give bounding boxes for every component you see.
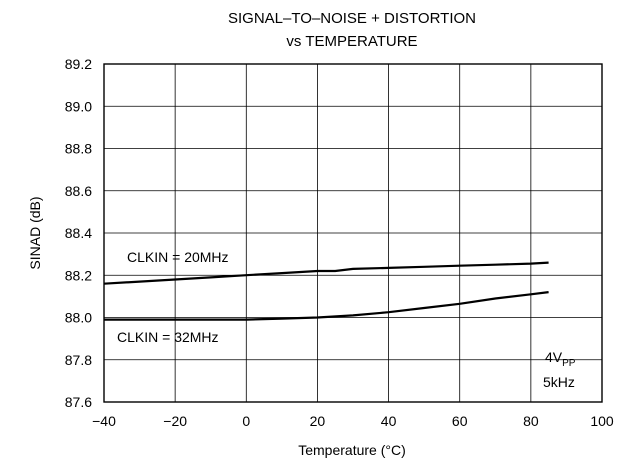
x-tick-label-4: 40 bbox=[381, 413, 397, 429]
y-tick-label-8: 89.2 bbox=[65, 56, 92, 72]
annotation-amplitude: 4VPP bbox=[545, 349, 576, 369]
y-tick-label-1: 87.8 bbox=[65, 352, 92, 368]
x-tick-label-1: −20 bbox=[163, 413, 187, 429]
series-line-1 bbox=[104, 291, 549, 321]
x-tick-label-0: −40 bbox=[92, 413, 116, 429]
y-axis-label: SINAD (dB) bbox=[27, 196, 43, 269]
series-label-clkin-32mhz: CLKIN = 32MHz bbox=[117, 329, 219, 345]
x-tick-label-6: 80 bbox=[523, 413, 539, 429]
x-tick-label-7: 100 bbox=[590, 413, 614, 429]
x-tick-label-5: 60 bbox=[452, 413, 468, 429]
series-label-clkin-20mhz: CLKIN = 20MHz bbox=[127, 249, 229, 265]
y-tick-labels: 87.6 87.8 88.0 88.2 88.4 88.6 88.8 89.0 89.2 bbox=[65, 56, 92, 410]
annotation-amplitude-subscript: PP bbox=[562, 358, 576, 369]
y-tick-label-3: 88.2 bbox=[65, 267, 92, 283]
annotation-amplitude-value: 4V bbox=[545, 349, 563, 365]
series-line-0 bbox=[103, 261, 549, 285]
annotation-frequency: 5kHz bbox=[543, 374, 575, 390]
x-axis-label: Temperature (°C) bbox=[298, 442, 406, 458]
y-tick-label-2: 88.0 bbox=[65, 310, 92, 326]
data-series bbox=[103, 261, 549, 321]
x-tick-labels: −40 −20 0 20 40 60 80 100 bbox=[92, 413, 614, 429]
y-tick-label-0: 87.6 bbox=[65, 394, 92, 410]
plot-frame bbox=[103, 63, 603, 403]
chart-title-line-1: SIGNAL–TO–NOISE + DISTORTION bbox=[228, 10, 476, 27]
chart-title-line-2: vs TEMPERATURE bbox=[286, 33, 417, 50]
y-tick-label-5: 88.6 bbox=[65, 183, 92, 199]
chart-title: SIGNAL–TO–NOISE + DISTORTION vs TEMPERAT… bbox=[228, 10, 476, 50]
x-tick-label-2: 0 bbox=[242, 413, 250, 429]
x-tick-label-3: 20 bbox=[310, 413, 326, 429]
y-tick-label-7: 89.0 bbox=[65, 98, 92, 114]
y-tick-label-6: 88.8 bbox=[65, 141, 92, 157]
y-tick-label-4: 88.4 bbox=[65, 225, 92, 241]
grid-lines bbox=[103, 63, 603, 403]
